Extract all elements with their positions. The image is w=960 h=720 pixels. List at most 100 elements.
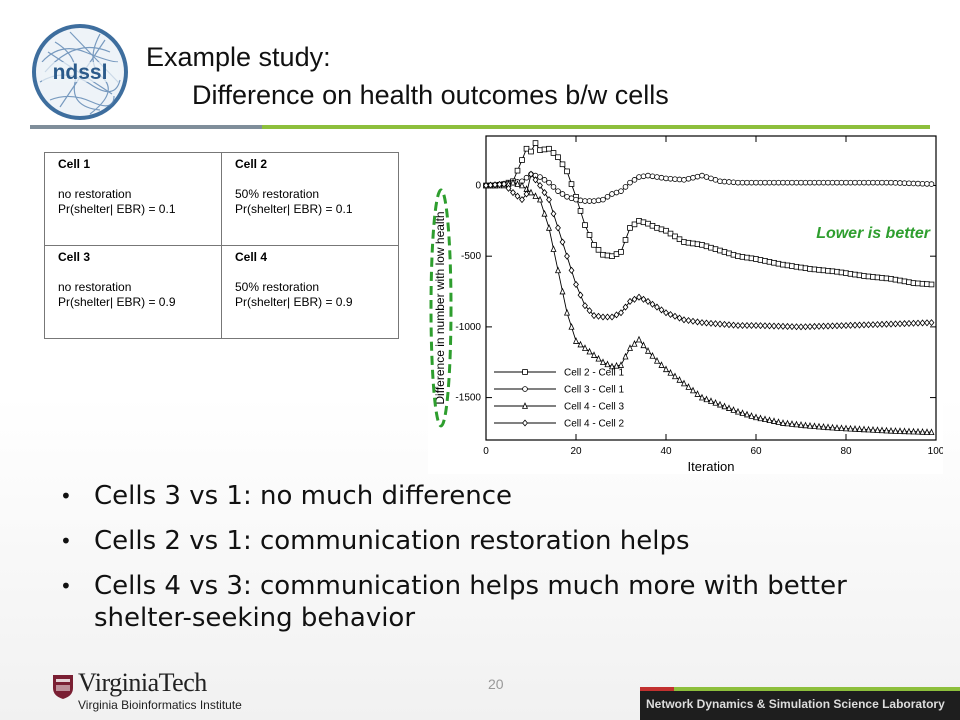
series-point xyxy=(789,179,795,186)
title-line-1: Example study: xyxy=(146,42,331,72)
series-point xyxy=(609,313,615,321)
title-rule-green xyxy=(262,125,930,129)
series-point xyxy=(847,424,854,432)
series-point xyxy=(505,184,512,192)
series-point xyxy=(555,224,561,232)
series-point xyxy=(645,172,651,179)
series-point xyxy=(807,323,813,331)
series-point xyxy=(766,259,773,265)
series-point xyxy=(708,244,714,251)
series-point xyxy=(843,179,849,186)
bullet-text: Cells 2 vs 1: communication restoration … xyxy=(94,526,690,556)
series-point xyxy=(627,179,633,186)
series-point xyxy=(519,157,525,163)
series-point xyxy=(739,409,746,416)
series-point xyxy=(550,150,557,156)
series-point xyxy=(896,427,904,434)
series-point xyxy=(627,225,633,231)
cell-line: no restoration xyxy=(58,280,132,294)
series-point xyxy=(842,424,850,432)
series-point xyxy=(798,264,804,271)
series-point xyxy=(667,368,674,376)
series-point xyxy=(905,427,913,435)
series-point xyxy=(640,295,647,303)
series-point xyxy=(568,266,575,274)
series-point xyxy=(861,273,867,279)
series-point xyxy=(546,196,552,204)
series-point xyxy=(735,321,741,329)
series-point xyxy=(685,175,692,182)
series-point xyxy=(757,179,764,186)
series-point xyxy=(631,221,638,228)
series-point xyxy=(613,189,620,196)
series-point xyxy=(825,322,831,330)
series-point xyxy=(591,312,597,320)
series-point xyxy=(879,320,885,328)
series-point xyxy=(667,175,674,182)
series-point xyxy=(591,198,597,204)
series-point xyxy=(847,271,854,277)
series-point xyxy=(541,209,548,217)
series-point xyxy=(847,321,854,329)
series-point xyxy=(739,254,746,260)
line-chart: 0 20 40 60 80 100 0 -500 -1000 -1500 Iteration Diff… xyxy=(428,130,943,474)
footer-bar-red xyxy=(640,687,674,691)
series-point xyxy=(780,322,786,330)
y-tick-label: -1500 xyxy=(455,393,481,404)
series-point xyxy=(928,319,935,327)
series-point xyxy=(753,179,759,186)
series-point xyxy=(582,222,588,228)
series-point xyxy=(852,321,858,329)
series-point xyxy=(838,424,845,432)
shield-icon xyxy=(53,675,73,699)
series-point xyxy=(699,242,705,248)
series-point xyxy=(784,419,791,427)
series-point xyxy=(581,344,589,351)
series-point xyxy=(833,424,841,431)
series-point xyxy=(838,179,845,186)
chart-annotation: Lower is better xyxy=(816,225,931,242)
series-point xyxy=(757,414,764,422)
series-point xyxy=(847,179,854,186)
series-point xyxy=(636,293,642,301)
y-tick-label: -1000 xyxy=(455,322,481,333)
series-point xyxy=(829,423,836,431)
series-point xyxy=(609,253,615,259)
series-point xyxy=(802,323,809,331)
series-point xyxy=(793,179,800,186)
bullet-list: • Cells 3 vs 1: no much difference • Cells… xyxy=(56,480,894,647)
y-axis-label: Difference in number with low health xyxy=(433,211,447,404)
series-point xyxy=(924,181,930,187)
series-point xyxy=(559,191,566,197)
series-point xyxy=(671,372,679,380)
series-point xyxy=(865,321,872,329)
series-point xyxy=(888,276,894,282)
x-tick-label: 0 xyxy=(483,446,489,457)
series-point xyxy=(613,311,620,319)
table-cell: Cell 2 50% restoration Pr(shelter| EBR) … xyxy=(221,152,399,246)
series-point xyxy=(843,321,849,329)
series-point xyxy=(744,179,750,186)
series-point xyxy=(550,245,557,252)
series-point xyxy=(654,303,660,311)
series-point xyxy=(771,259,777,266)
series-point xyxy=(514,192,521,200)
table-cell: Cell 4 50% restoration Pr(shelter| EBR) … xyxy=(221,245,399,339)
legend-marker xyxy=(521,402,529,409)
series-point xyxy=(703,319,710,327)
series-point xyxy=(887,426,895,434)
series-point xyxy=(829,179,836,186)
series-point xyxy=(892,180,899,186)
series-point xyxy=(820,423,827,430)
legend-label: Cell 4 - Cell 3 xyxy=(564,402,624,413)
series-point xyxy=(532,192,539,199)
series-point xyxy=(892,320,899,328)
series-point xyxy=(712,177,719,183)
bullet-text: Cells 4 vs 3: communication helps much m… xyxy=(94,571,847,633)
series-point xyxy=(636,218,642,224)
series-point xyxy=(636,174,642,180)
series-point xyxy=(753,256,759,262)
series-point xyxy=(590,351,598,358)
series-point xyxy=(919,319,926,327)
series-point xyxy=(595,197,602,204)
